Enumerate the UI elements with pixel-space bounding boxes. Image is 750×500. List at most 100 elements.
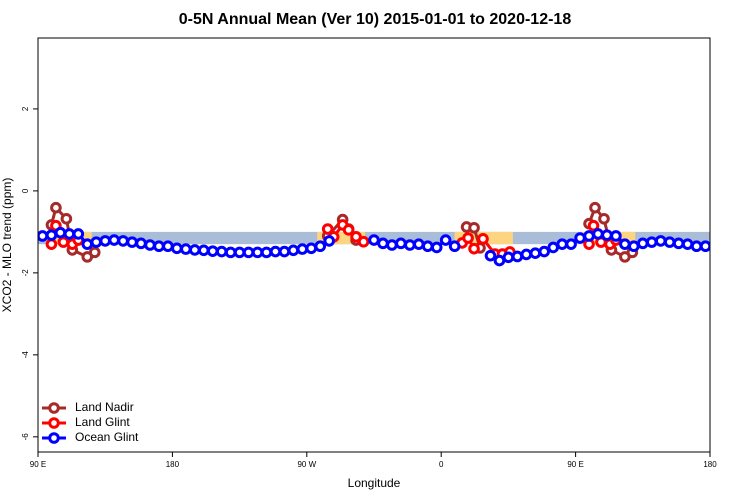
- x-tick-label: 0: [439, 460, 444, 469]
- series-point: [108, 234, 120, 246]
- series-point: [637, 237, 649, 250]
- series-point: [598, 212, 610, 225]
- series-point: [278, 245, 291, 258]
- plot-area: [38, 201, 710, 267]
- series-point: [619, 238, 631, 250]
- series-point: [144, 239, 156, 251]
- series-point: [529, 247, 542, 259]
- series-point: [462, 232, 474, 244]
- legend-marker: [48, 417, 60, 429]
- series-point: [321, 223, 334, 235]
- series-point: [153, 240, 165, 253]
- series-point: [323, 235, 336, 247]
- series-point: [45, 238, 58, 250]
- x-axis-title: Longitude: [348, 476, 401, 490]
- series-point: [377, 237, 389, 250]
- series-point: [430, 241, 443, 254]
- series-point: [439, 234, 452, 246]
- series-point: [502, 251, 515, 264]
- series-point: [468, 242, 480, 255]
- series-point: [242, 246, 255, 259]
- series-point: [386, 239, 398, 251]
- series-point: [38, 230, 49, 242]
- y-tick-label: 0: [21, 188, 30, 193]
- series-point: [357, 235, 370, 248]
- series-point: [233, 246, 246, 259]
- series-point: [189, 244, 201, 256]
- series-point: [589, 201, 601, 214]
- series-point: [574, 232, 586, 244]
- legend-marker: [48, 432, 60, 444]
- series-point: [72, 228, 85, 240]
- series-point: [395, 237, 407, 250]
- series-point: [224, 246, 237, 259]
- series-point: [477, 233, 489, 245]
- series-point: [672, 237, 685, 250]
- series-point: [180, 243, 192, 255]
- series-point: [413, 238, 425, 250]
- series-point: [88, 246, 101, 259]
- series-point: [520, 248, 533, 261]
- series-point: [269, 245, 282, 258]
- series-point: [117, 235, 129, 247]
- y-tick-label: -4: [21, 351, 30, 359]
- y-tick-label: 2: [21, 106, 30, 111]
- series-point: [305, 242, 318, 255]
- chart-title: 0-5N Annual Mean (Ver 10) 2015-01-01 to …: [179, 11, 572, 28]
- series-point: [126, 236, 138, 248]
- series-point: [54, 226, 67, 239]
- series-point: [287, 244, 300, 257]
- series-point: [197, 244, 210, 257]
- series-point: [45, 229, 58, 241]
- series-point: [556, 238, 568, 250]
- series-point: [699, 240, 710, 253]
- series-point: [547, 241, 560, 254]
- legend-label: Land Glint: [75, 415, 130, 429]
- x-tick-label: 90 E: [30, 460, 46, 469]
- series-point: [81, 238, 94, 250]
- series-point: [50, 201, 62, 214]
- series-point: [484, 249, 497, 262]
- series-point: [468, 221, 480, 234]
- series-point: [99, 235, 111, 247]
- series-point: [610, 230, 622, 242]
- series-point: [690, 240, 703, 253]
- series-point: [601, 229, 613, 241]
- series-point: [368, 234, 380, 246]
- x-tick-label: 90 E: [567, 460, 583, 469]
- series-point: [565, 238, 577, 250]
- series-point: [448, 240, 461, 253]
- legend-label: Land Nadir: [75, 400, 134, 414]
- series-point: [135, 237, 147, 250]
- series-point: [342, 224, 355, 236]
- series-point: [587, 219, 600, 232]
- plot-frame: [37, 37, 711, 453]
- series-point: [654, 235, 667, 247]
- x-tick-label: 90 W: [297, 460, 316, 469]
- series-point: [162, 240, 174, 253]
- series-point: [215, 245, 228, 258]
- series-point: [63, 228, 76, 240]
- series-point: [645, 236, 658, 248]
- legend-label: Ocean Glint: [75, 430, 139, 444]
- series-point: [493, 254, 506, 267]
- x-tick-label: 180: [703, 460, 717, 469]
- series-point: [251, 246, 264, 259]
- series-point: [681, 238, 694, 250]
- y-tick-label: -2: [21, 269, 30, 277]
- series-point: [404, 239, 416, 251]
- series-point: [350, 231, 362, 243]
- series-point: [592, 228, 604, 240]
- y-axis-title: XCO2 - MLO trend (ppm): [0, 178, 14, 313]
- y-tick-label: -6: [21, 433, 30, 441]
- series-point: [511, 250, 524, 263]
- legend-marker: [48, 402, 60, 414]
- series-point: [628, 240, 640, 253]
- series-point: [60, 212, 73, 225]
- series-point: [583, 230, 595, 242]
- series-point: [421, 240, 434, 253]
- series-point: [90, 236, 103, 248]
- series-point: [171, 242, 183, 255]
- series-point: [314, 240, 327, 253]
